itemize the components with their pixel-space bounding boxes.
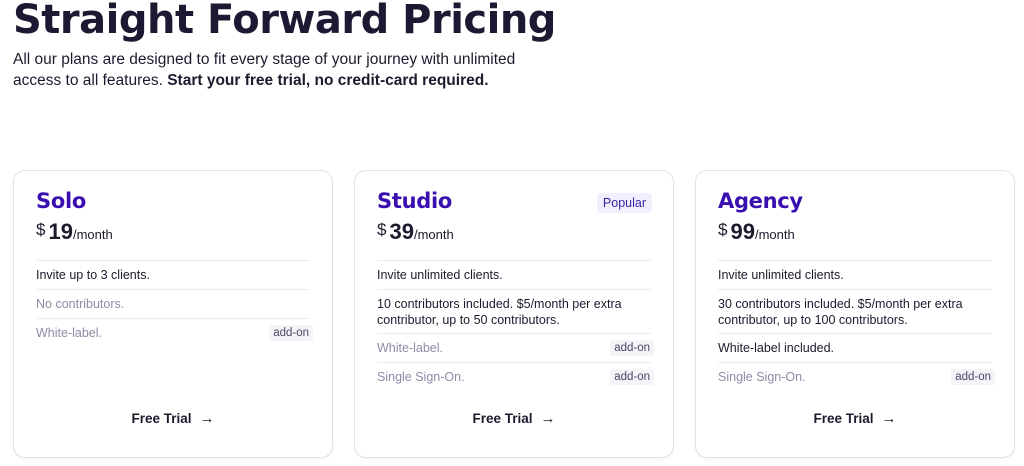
price-currency: $ [36, 220, 46, 239]
plan-name: Solo [36, 189, 86, 213]
feature-text: Single Sign-On. [377, 370, 465, 384]
feature-text: White-label included. [718, 341, 835, 355]
feature-text: 30 contributors included. $5/month per e… [718, 297, 963, 327]
price-amount: 39 [389, 219, 414, 244]
plan-card-agency: Agency $ 99 /month Invite unlimited clie… [695, 170, 1015, 458]
plan-name: Agency [718, 189, 803, 213]
feature-text: White-label. [377, 341, 443, 355]
addon-badge: add-on [269, 325, 313, 341]
feature-item: White-label. add-on [377, 333, 654, 362]
price-period: /month [754, 227, 795, 242]
feature-item: Single Sign-On. add-on [377, 362, 654, 391]
free-trial-button-solo[interactable]: Free Trial → [14, 410, 332, 427]
feature-item: Invite unlimited clients. [377, 260, 651, 289]
feature-list: Invite unlimited clients. 10 contributor… [377, 260, 654, 391]
addon-badge: add-on [610, 369, 654, 385]
addon-badge: add-on [610, 340, 654, 356]
free-trial-button-agency[interactable]: Free Trial → [696, 410, 1014, 427]
feature-text: Invite up to 3 clients. [36, 268, 150, 282]
cta-label: Free Trial [472, 411, 533, 426]
subtitle-text: All our plans are designed to fit every … [13, 51, 516, 89]
page-subtitle: All our plans are designed to fit every … [13, 50, 533, 91]
price-period: /month [413, 227, 454, 242]
arrow-right-icon: → [881, 410, 897, 427]
cta-label: Free Trial [131, 411, 192, 426]
popular-badge: Popular [596, 193, 652, 213]
feature-item: Single Sign-On. add-on [718, 362, 995, 391]
plan-price: $ 99 /month [718, 219, 795, 245]
feature-text: Invite unlimited clients. [718, 268, 844, 282]
price-currency: $ [377, 220, 387, 239]
feature-item: White-label included. [718, 333, 992, 362]
price-amount: 19 [48, 219, 73, 244]
feature-list: Invite unlimited clients. 30 contributor… [718, 260, 995, 391]
feature-text: Single Sign-On. [718, 370, 806, 384]
feature-text: 10 contributors included. $5/month per e… [377, 297, 622, 327]
subtitle-emphasis: Start your free trial, no credit-card re… [167, 71, 489, 89]
feature-text: White-label. [36, 326, 102, 340]
feature-item: 10 contributors included. $5/month per e… [377, 289, 651, 333]
feature-item: Invite unlimited clients. [718, 260, 992, 289]
feature-item: 30 contributors included. $5/month per e… [718, 289, 992, 333]
addon-badge: add-on [951, 369, 995, 385]
plan-price: $ 19 /month [36, 219, 113, 245]
feature-list: Invite up to 3 clients. No contributors.… [36, 260, 313, 347]
price-amount: 99 [730, 219, 755, 244]
feature-item: Invite up to 3 clients. [36, 260, 310, 289]
price-currency: $ [718, 220, 728, 239]
feature-item: White-label. add-on [36, 318, 313, 347]
price-period: /month [72, 227, 113, 242]
feature-item: No contributors. [36, 289, 310, 318]
plan-price: $ 39 /month [377, 219, 454, 245]
plan-card-solo: Solo $ 19 /month Invite up to 3 clients.… [13, 170, 333, 458]
feature-text: No contributors. [36, 297, 125, 311]
cta-label: Free Trial [813, 411, 874, 426]
arrow-right-icon: → [540, 410, 556, 427]
page-title: Straight Forward Pricing [13, 0, 556, 43]
feature-text: Invite unlimited clients. [377, 268, 503, 282]
arrow-right-icon: → [199, 410, 215, 427]
plan-name: Studio [377, 189, 452, 213]
plan-card-studio: Studio Popular $ 39 /month Invite unlimi… [354, 170, 674, 458]
free-trial-button-studio[interactable]: Free Trial → [355, 410, 673, 427]
